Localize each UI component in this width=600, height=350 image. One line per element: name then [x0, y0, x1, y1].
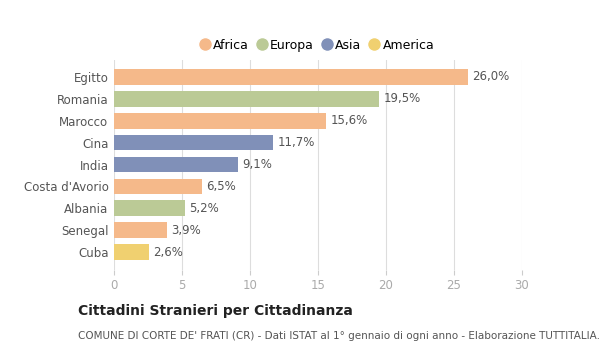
Text: 11,7%: 11,7% — [277, 136, 314, 149]
Text: 15,6%: 15,6% — [330, 114, 367, 127]
Bar — [114, 178, 202, 194]
Bar — [114, 201, 185, 216]
Bar — [114, 156, 238, 173]
Text: 9,1%: 9,1% — [242, 158, 272, 171]
Text: 26,0%: 26,0% — [472, 70, 509, 83]
Text: Cittadini Stranieri per Cittadinanza: Cittadini Stranieri per Cittadinanza — [78, 304, 353, 318]
Text: COMUNE DI CORTE DE' FRATI (CR) - Dati ISTAT al 1° gennaio di ogni anno - Elabora: COMUNE DI CORTE DE' FRATI (CR) - Dati IS… — [78, 331, 600, 341]
Bar — [114, 244, 149, 260]
Text: 6,5%: 6,5% — [206, 180, 236, 193]
Bar — [114, 135, 273, 150]
Bar — [114, 91, 379, 107]
Legend: Africa, Europa, Asia, America: Africa, Europa, Asia, America — [199, 36, 437, 54]
Bar — [114, 222, 167, 238]
Bar — [114, 69, 467, 85]
Text: 2,6%: 2,6% — [154, 246, 184, 259]
Text: 5,2%: 5,2% — [189, 202, 218, 215]
Text: 3,9%: 3,9% — [171, 224, 201, 237]
Text: 19,5%: 19,5% — [383, 92, 421, 105]
Bar — [114, 113, 326, 128]
